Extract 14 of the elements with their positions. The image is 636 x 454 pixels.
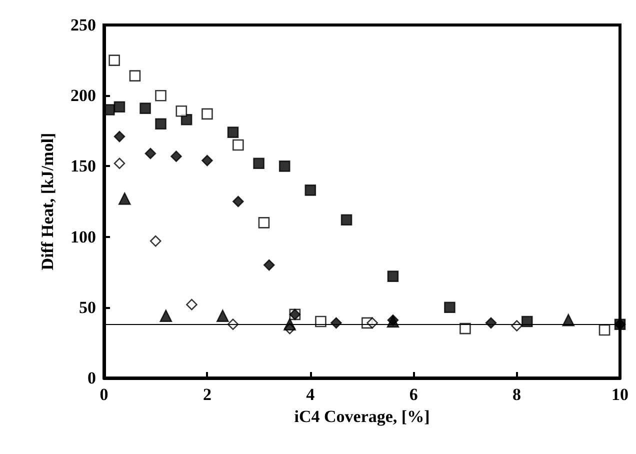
y-axis-title: Diff Heat, [kJ/mol] [38, 132, 57, 270]
y-tick-label: 50 [79, 298, 96, 317]
y-tick-label: 150 [70, 156, 96, 176]
x-tick-label: 6 [409, 385, 418, 404]
y-tick-label: 100 [70, 227, 96, 246]
y-tick-label: 250 [70, 16, 96, 34]
x-axis-title: iC4 Coverage, [%] [294, 406, 430, 426]
x-tick-label: 0 [100, 385, 108, 404]
x-tick-label: 2 [202, 385, 212, 404]
x-tick-label: 8 [512, 385, 522, 404]
x-tick-label: 4 [306, 385, 316, 404]
y-tick-label: 200 [70, 86, 96, 106]
y-tick-label: 0 [88, 368, 96, 388]
x-tick-label: 10 [612, 385, 628, 404]
